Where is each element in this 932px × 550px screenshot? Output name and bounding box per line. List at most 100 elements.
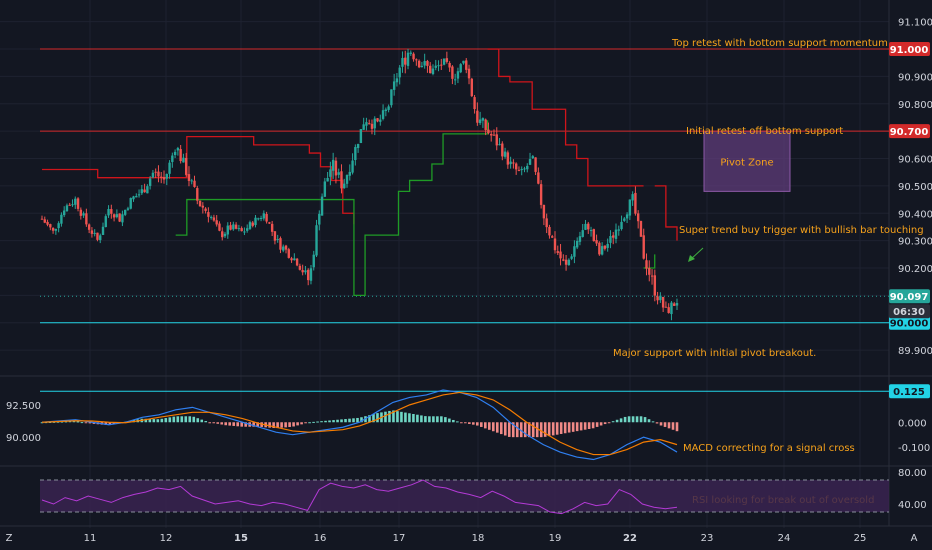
candle-body (478, 119, 482, 124)
candle-body (437, 65, 440, 67)
macd-histogram-bar (192, 416, 196, 423)
macd-histogram-bar (240, 422, 243, 427)
candle-body (456, 71, 460, 79)
candle-body (617, 229, 620, 231)
candle-body (348, 171, 351, 176)
candle-body (514, 163, 518, 170)
candle-body (467, 68, 471, 79)
candle-body (254, 217, 257, 226)
macd-histogram-bar (348, 418, 351, 423)
candle-body (362, 124, 365, 130)
candle-body (270, 223, 274, 232)
candle-body (221, 231, 224, 238)
macd-histogram-bar (667, 422, 671, 429)
candle-body (606, 243, 609, 248)
candle-body (484, 119, 487, 131)
macd-histogram-bar (40, 422, 44, 424)
candle-body (612, 235, 615, 238)
macd-histogram-bar (56, 421, 60, 423)
time-axis-tick: 19 (549, 533, 562, 544)
macd-histogram-bar (220, 422, 224, 425)
macd-histogram-bar (495, 422, 499, 433)
candle-body (115, 214, 119, 218)
candle-body (409, 52, 412, 54)
macd-histogram-bar (523, 422, 527, 438)
macd-histogram-bar (112, 422, 116, 425)
candle-body (534, 157, 537, 172)
candle-body (620, 221, 623, 230)
macd-histogram-bar (476, 422, 479, 426)
candle-body (476, 110, 479, 123)
price-axis-tick: 90.300 (898, 237, 932, 248)
candle-body (46, 221, 49, 225)
level-price-tag-text: 91.000 (890, 45, 929, 56)
macd-line (41, 389, 678, 461)
candle-body (562, 259, 565, 261)
candle-body (465, 60, 468, 70)
price-axis-tick: 89.900 (898, 346, 932, 357)
candle-body (451, 66, 454, 79)
macd-histogram-bar (535, 422, 539, 438)
macd-level-tag-text: 0.125 (893, 387, 925, 398)
candle-body (598, 242, 601, 255)
candle-body (387, 106, 390, 110)
macd-histogram-bar (655, 422, 659, 424)
macd-histogram-bar (208, 422, 212, 424)
macd-histogram-bar (152, 419, 156, 423)
candle-body (401, 57, 404, 67)
last-price-tag (889, 289, 930, 304)
candle-body (76, 198, 80, 209)
candle-body (614, 229, 618, 239)
candle-body (323, 181, 327, 197)
rsi-band (40, 480, 889, 512)
macd-histogram-bar (436, 416, 439, 423)
buy-trigger-arrowhead (688, 255, 695, 262)
candle-body (548, 226, 551, 236)
candle-body (171, 155, 174, 162)
macd-histogram-bar (571, 422, 575, 432)
countdown-tag-text: 06:30 (893, 307, 925, 318)
macd-histogram-bar (452, 419, 455, 423)
macd-histogram-bar (599, 422, 603, 426)
candle-body (40, 218, 44, 220)
candle-body (304, 270, 307, 273)
candle-body (223, 233, 227, 237)
candle-body (326, 177, 329, 182)
candle-body (93, 232, 96, 234)
price-axis-tick: 90.400 (898, 209, 932, 220)
macd-histogram-bar (60, 421, 64, 423)
candle-body (226, 225, 229, 235)
level-price-tag (889, 315, 930, 330)
candle-body (68, 204, 71, 206)
candle-body (584, 223, 587, 230)
candle-body (600, 246, 604, 255)
candle-body (284, 245, 288, 250)
candle-body (587, 223, 590, 230)
candle-body (553, 238, 557, 251)
candle-body (232, 224, 235, 230)
candle-body (551, 236, 554, 238)
supertrend-line (654, 185, 678, 241)
candle-body (354, 147, 357, 161)
macd-histogram-bar (484, 422, 487, 429)
candle-body (101, 226, 105, 235)
candle-body (176, 148, 180, 151)
countdown-tag (889, 304, 930, 319)
candle-body (523, 168, 526, 170)
candle-body (595, 240, 598, 244)
candle-body (290, 258, 293, 261)
macd-histogram-bar (228, 422, 232, 426)
candle-body (481, 118, 485, 121)
candle-body (340, 171, 343, 189)
candle-body (556, 251, 559, 253)
candle-body (259, 217, 263, 219)
candle-body (492, 134, 496, 136)
macd-histogram-bar (472, 422, 475, 425)
candles (40, 48, 679, 321)
macd-histogram-bar (559, 422, 563, 434)
candle-body (517, 169, 521, 171)
candle-body (448, 63, 451, 68)
macd-histogram-bar (108, 422, 112, 426)
candle-body (426, 61, 429, 66)
candle-body (376, 118, 379, 122)
